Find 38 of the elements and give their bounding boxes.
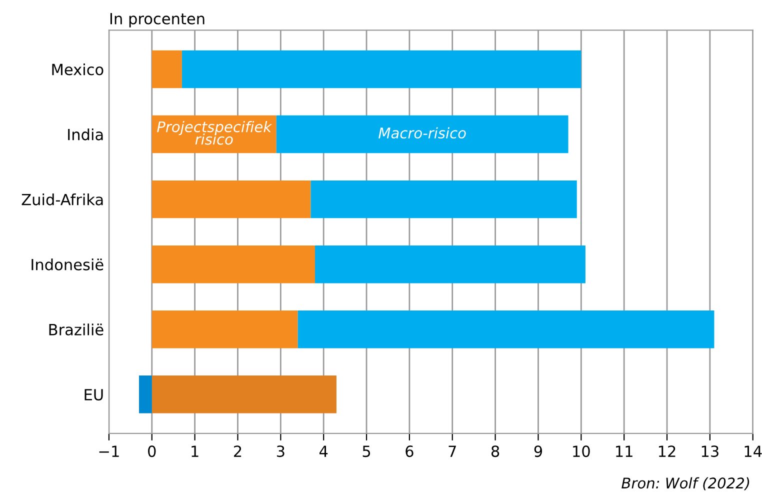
- x-tick-label: 12: [658, 446, 676, 457]
- series-label: Projectspecifiek risico: [157, 121, 272, 145]
- series-label: Macro-risico: [378, 127, 466, 139]
- y-tick-label: EU: [84, 389, 103, 400]
- x-tick-label: 5: [362, 446, 370, 458]
- bar: [152, 245, 316, 284]
- text: Bron: Wolf (2022): [622, 477, 750, 490]
- bar: [152, 310, 298, 348]
- x-tick-label: 9: [534, 446, 542, 458]
- x-tick-label: 14: [744, 446, 762, 457]
- bar: [152, 50, 182, 88]
- x-tick-label: 13: [702, 446, 718, 458]
- y-tick-label: India: [68, 128, 103, 140]
- x-tick-label: 0: [148, 446, 156, 458]
- y-tick-label: Zuid-Afrika: [22, 194, 103, 206]
- x-tick-label: 6: [406, 446, 414, 458]
- x-tick-label: 7: [448, 446, 456, 457]
- x-tick-label: 8: [491, 446, 500, 458]
- x-tick-label: 3: [276, 446, 284, 458]
- x-tick-label: 10: [573, 446, 590, 458]
- y-tick-label: Brazilië: [49, 324, 104, 336]
- bar: [139, 376, 152, 414]
- y-tick-label: Indonesië: [32, 258, 104, 270]
- bar: [276, 115, 568, 154]
- bar: [152, 115, 276, 154]
- x-tick-label: 2: [234, 446, 242, 457]
- bar: [182, 50, 582, 88]
- y-tick-label: Mexico: [52, 63, 104, 76]
- x-axis-title: In procenten: [110, 13, 204, 28]
- bar: [298, 310, 714, 348]
- x-tick-label: 11: [616, 446, 632, 457]
- x-tick-label: −1: [99, 446, 119, 457]
- bar: [152, 376, 336, 414]
- bar: [310, 180, 577, 218]
- bar: [315, 245, 586, 284]
- x-tick-label: 4: [319, 446, 328, 457]
- x-tick-label: 1: [192, 446, 198, 457]
- bar: [152, 180, 311, 218]
